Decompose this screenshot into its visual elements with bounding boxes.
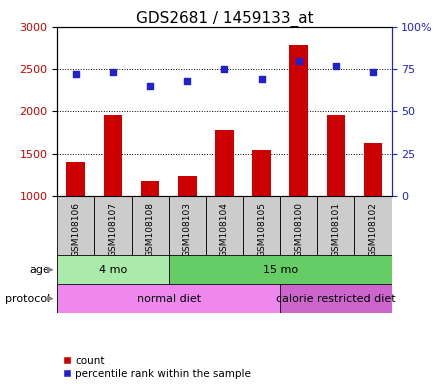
Bar <box>132 196 169 255</box>
Bar <box>178 176 197 196</box>
Text: GSM108100: GSM108100 <box>294 202 303 257</box>
Bar <box>66 162 85 196</box>
Bar <box>364 142 382 196</box>
Text: age: age <box>29 265 50 275</box>
Bar <box>243 196 280 255</box>
Text: GSM108102: GSM108102 <box>369 202 378 257</box>
Title: GDS2681 / 1459133_at: GDS2681 / 1459133_at <box>136 11 313 27</box>
Text: GSM108108: GSM108108 <box>146 202 154 257</box>
Point <box>332 63 339 69</box>
Bar <box>215 130 234 196</box>
Text: GSM108104: GSM108104 <box>220 202 229 257</box>
Point <box>147 83 154 89</box>
Point <box>110 70 117 76</box>
Text: GSM108101: GSM108101 <box>331 202 341 257</box>
Bar <box>326 115 345 196</box>
Point <box>370 70 377 76</box>
Text: 4 mo: 4 mo <box>99 265 127 275</box>
Text: normal diet: normal diet <box>136 293 201 304</box>
Point <box>295 58 302 64</box>
Text: GSM108103: GSM108103 <box>183 202 192 257</box>
Point <box>184 78 191 84</box>
Bar <box>94 196 132 255</box>
Bar <box>57 196 94 255</box>
Bar <box>104 115 122 196</box>
Bar <box>141 180 159 196</box>
Text: calorie restricted diet: calorie restricted diet <box>276 293 396 304</box>
Bar <box>206 196 243 255</box>
Text: 15 mo: 15 mo <box>263 265 298 275</box>
Point <box>72 71 79 77</box>
Bar <box>355 196 392 255</box>
Text: GSM108105: GSM108105 <box>257 202 266 257</box>
Point <box>221 66 228 72</box>
Bar <box>169 196 206 255</box>
Bar <box>252 150 271 196</box>
Bar <box>57 284 280 313</box>
Bar <box>57 255 169 284</box>
Bar <box>280 196 317 255</box>
Text: GSM108106: GSM108106 <box>71 202 80 257</box>
Text: GSM108107: GSM108107 <box>108 202 117 257</box>
Text: protocol: protocol <box>4 293 50 304</box>
Bar <box>290 45 308 196</box>
Legend: count, percentile rank within the sample: count, percentile rank within the sample <box>62 356 251 379</box>
Bar <box>317 196 355 255</box>
Bar <box>280 284 392 313</box>
Bar <box>169 255 392 284</box>
Point <box>258 76 265 82</box>
